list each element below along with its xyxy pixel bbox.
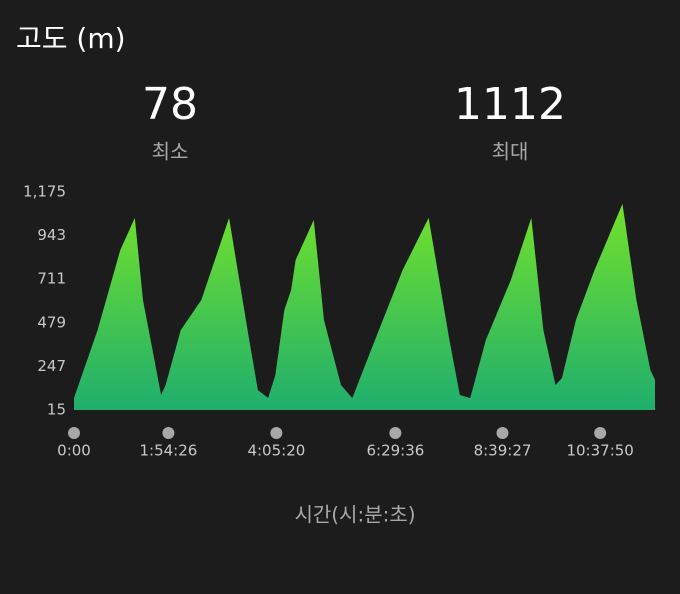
x-tick-dot xyxy=(270,427,283,439)
min-label: 최소 xyxy=(152,140,189,164)
x-axis-label: 시간(시:분:초) xyxy=(294,503,415,527)
y-tick-label: 15 xyxy=(47,401,66,419)
min-value: 78 xyxy=(142,79,198,130)
elevation-area xyxy=(74,203,655,410)
x-tick-label: 8:39:27 xyxy=(474,442,532,460)
x-tick-dot xyxy=(389,427,402,439)
x-tick-dot xyxy=(68,427,80,439)
title: 고도 (m) xyxy=(16,22,126,55)
y-tick-label: 247 xyxy=(37,357,66,375)
y-tick-label: 943 xyxy=(37,226,66,244)
x-tick-dot xyxy=(594,427,607,439)
y-tick-label: 1,175 xyxy=(23,183,66,201)
x-tick-label: 1:54:26 xyxy=(139,442,197,460)
max-label: 최대 xyxy=(492,140,529,164)
y-tick-label: 711 xyxy=(37,270,66,288)
y-tick-label: 479 xyxy=(37,313,66,331)
x-tick-label: 10:37:50 xyxy=(566,442,633,460)
x-tick-label: 0:00 xyxy=(57,442,91,460)
x-tick-label: 6:29:36 xyxy=(366,442,424,460)
x-tick-dot xyxy=(496,427,509,439)
x-tick-label: 4:05:20 xyxy=(247,442,305,460)
max-value: 1112 xyxy=(454,79,566,130)
x-tick-dot xyxy=(162,427,175,439)
